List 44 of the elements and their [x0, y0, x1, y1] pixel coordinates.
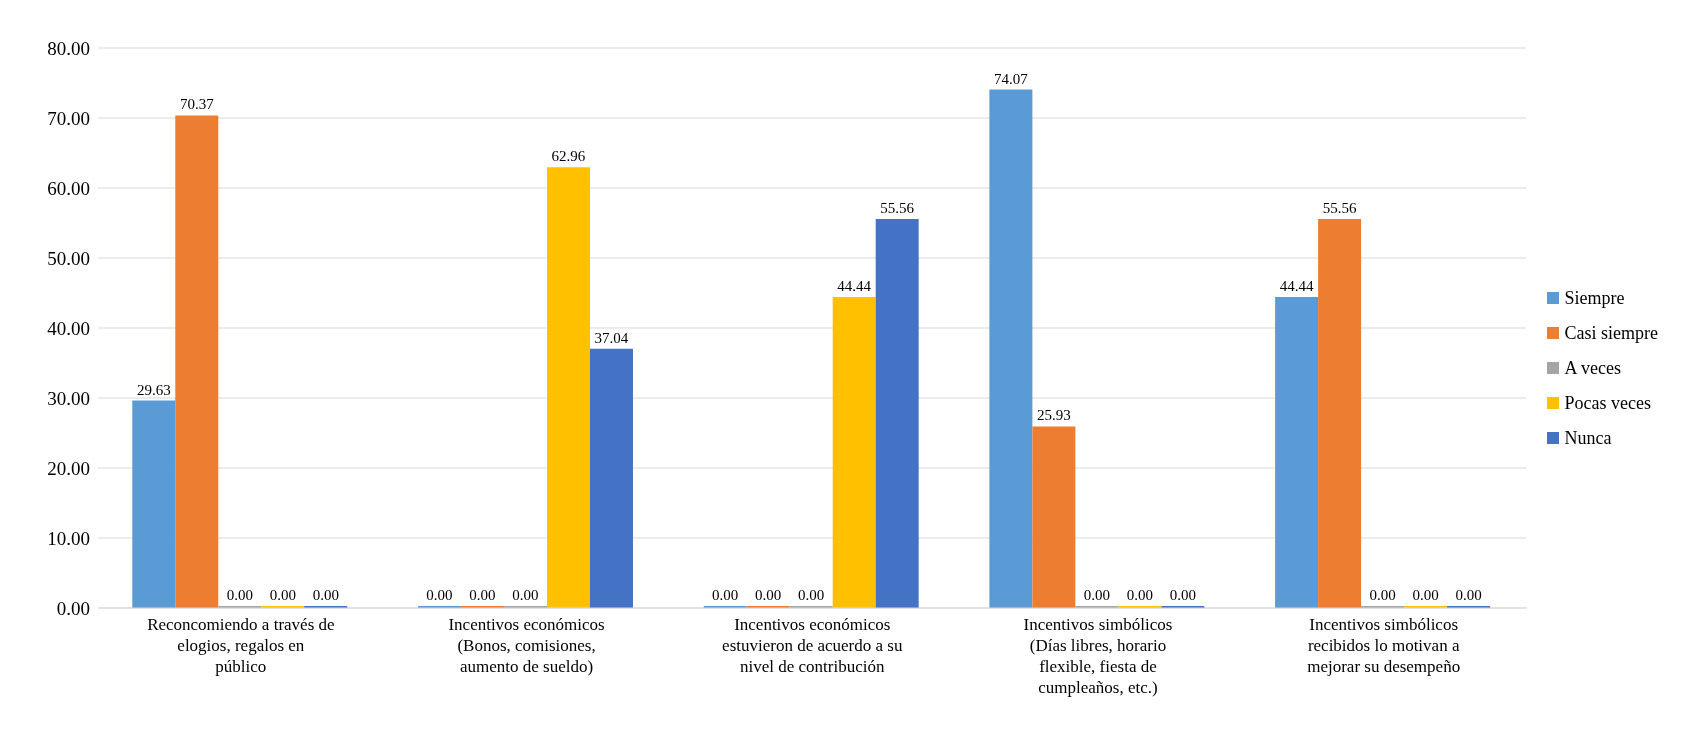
data-label: 0.00 [1083, 587, 1111, 603]
legend-label: Siempre [1564, 287, 1625, 309]
data-label: 25.93 [1037, 407, 1071, 424]
x-tick-label: Reconcomiendo a través de elogios, regalos en público [147, 615, 335, 676]
y-tick-label: 30.00 [47, 387, 90, 409]
x-tick-label: Incentivos simbólicos (Días libres, horario flexible, fiesta de cumpleaños, etc.) [1023, 615, 1173, 697]
x-tick-label: Incentivos económicos (Bonos, comisiones, aumento de sueldo) [448, 615, 605, 676]
data-label: 74.07 [994, 70, 1029, 87]
y-tick-label: 10.00 [47, 527, 90, 549]
data-label: 0.00 [1412, 587, 1439, 603]
x-tick-label: Incentivos económicos estuvieron de acuerdo a su nivel de contribución [722, 615, 903, 676]
legend-label: Casi siempre [1564, 322, 1658, 344]
data-label: 0.00 [226, 587, 253, 603]
y-tick-label: 0.00 [56, 597, 90, 619]
data-label: 62.96 [551, 148, 586, 165]
legend-label: Nunca [1564, 427, 1612, 449]
data-label: 0.00 [798, 587, 825, 603]
legend-label: Pocas veces [1564, 392, 1651, 414]
y-tick-label: 70.00 [47, 107, 90, 129]
x-tick-label: Incentivos simbólicos recibidos lo motivan a mejorar su desempeño [1307, 615, 1461, 676]
data-label: 0.00 [312, 587, 339, 603]
y-tick-label: 20.00 [47, 457, 90, 479]
data-label: 0.00 [469, 587, 496, 603]
data-label: 44.44 [1279, 277, 1314, 294]
data-label: 29.63 [136, 381, 171, 398]
data-label: 0.00 [1455, 587, 1482, 603]
data-label: 0.00 [755, 587, 782, 603]
y-tick-label: 50.00 [47, 247, 90, 269]
y-tick-label: 80.00 [47, 37, 90, 59]
data-label: 0.00 [712, 587, 739, 603]
data-label: 0.00 [1126, 587, 1154, 603]
data-label: 44.44 [837, 277, 872, 294]
data-label: 37.04 [594, 329, 629, 346]
legend-label: A veces [1564, 357, 1621, 379]
data-label: 0.00 [1169, 587, 1197, 603]
data-label: 55.56 [1322, 200, 1357, 217]
data-label: 70.37 [179, 96, 215, 113]
data-label: 0.00 [1369, 587, 1396, 603]
data-label: 0.00 [426, 587, 453, 603]
data-label: 0.00 [269, 587, 296, 603]
y-tick-label: 60.00 [47, 177, 90, 199]
data-label: 0.00 [512, 587, 539, 603]
y-tick-label: 40.00 [47, 317, 90, 339]
data-label: 55.56 [880, 200, 915, 217]
